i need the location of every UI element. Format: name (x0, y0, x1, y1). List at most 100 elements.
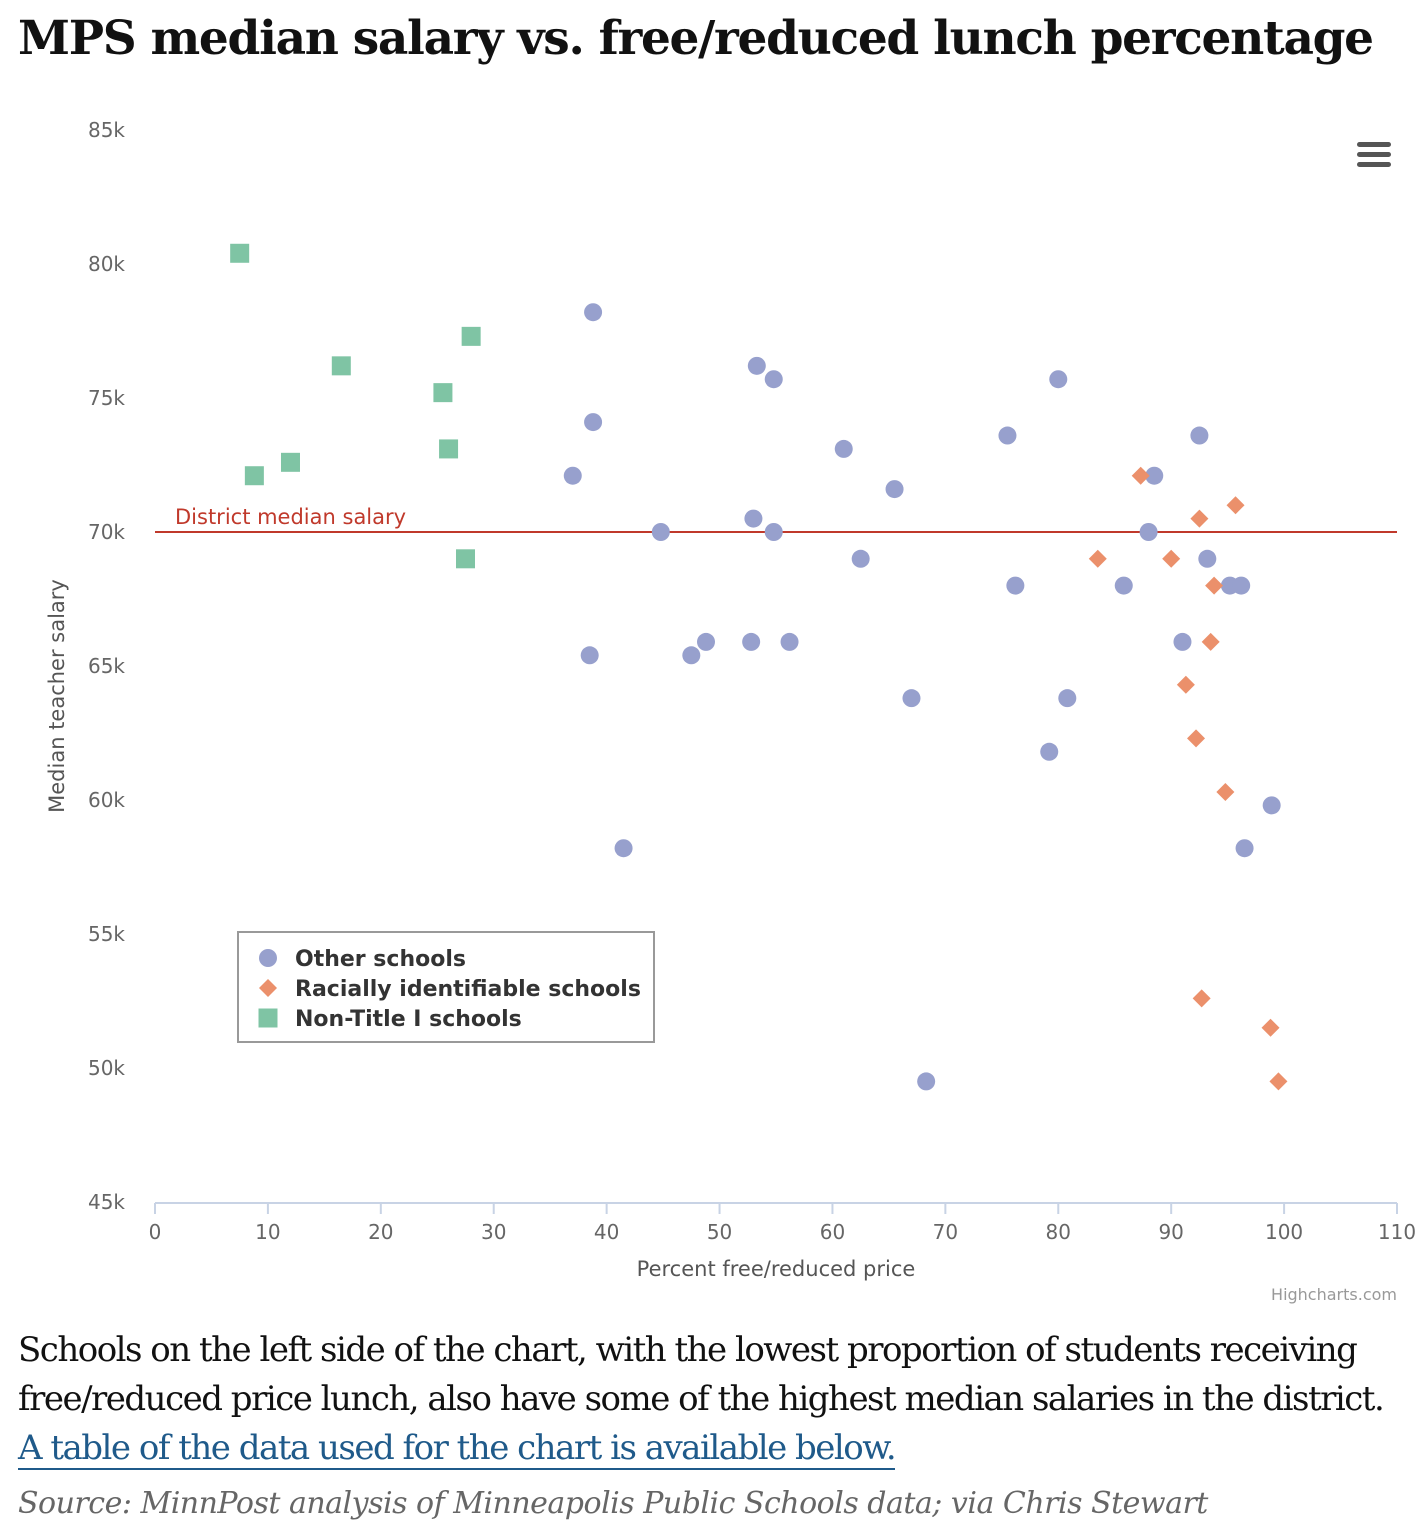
racially-identifiable-school-point (1261, 1018, 1280, 1037)
other-school-point (885, 480, 904, 499)
non-title-i-school-point (280, 452, 300, 472)
other-school-point (1190, 426, 1209, 445)
other-school-point (902, 689, 921, 708)
y-tick-label: 45k (88, 1190, 125, 1214)
racially-identifiable-school-point (1201, 632, 1220, 651)
other-school-point (764, 523, 783, 541)
racially-identifiable-school-point (1226, 496, 1245, 515)
legend-label: Other schools (295, 947, 466, 972)
racially-identifiable-school-point (1269, 1072, 1288, 1091)
racially-identifiable-school-point (1131, 466, 1150, 485)
legend-diamond-icon (259, 979, 277, 997)
x-tick-label: 60 (820, 1220, 845, 1244)
source-note: Source: MinnPost analysis of Minneapolis… (18, 1486, 1208, 1521)
other-school-point (651, 523, 670, 541)
racially-identifiable-school-point (1162, 549, 1181, 568)
racially-identifiable-school-point (1088, 549, 1107, 568)
legend-item[interactable]: Non-Title I schools (258, 1007, 522, 1032)
x-tick-label: 70 (933, 1220, 958, 1244)
district-median-label: District median salary (175, 505, 406, 529)
non-title-i-school-point (244, 466, 264, 486)
racially-identifiable-school-point (1205, 576, 1224, 595)
non-title-i-school-point (456, 549, 475, 569)
legend-item[interactable]: Racially identifiable schools (259, 977, 641, 1002)
menu-bar-icon (1357, 142, 1391, 147)
x-tick-label: 40 (594, 1220, 619, 1244)
other-school-point (744, 509, 763, 528)
series-square (230, 243, 481, 569)
racially-identifiable-school-point (1190, 509, 1209, 528)
other-school-point (682, 646, 701, 665)
chart-menu-button[interactable] (1352, 136, 1398, 174)
legend-label: Non-Title I schools (295, 1007, 522, 1032)
y-tick-label: 50k (88, 1056, 125, 1080)
y-tick-label: 75k (88, 386, 125, 410)
x-tick-label: 90 (1158, 1220, 1183, 1244)
other-school-point (584, 303, 603, 322)
other-school-point (1145, 466, 1164, 485)
other-school-point (834, 439, 853, 458)
legend-item[interactable]: Other schools (259, 947, 466, 972)
other-school-point (614, 839, 633, 858)
x-tick-label: 10 (255, 1220, 280, 1244)
other-school-point (1058, 689, 1077, 708)
y-axis-tick-labels: 45k 50k 55k 60k 65k 70k 75k 80k 85k (88, 118, 125, 1214)
legend-box (237, 931, 655, 1043)
chart-caption: Schools on the left side of the chart, w… (18, 1326, 1413, 1473)
y-tick-label: 55k (88, 922, 125, 946)
menu-bar-icon (1357, 152, 1391, 157)
other-school-point (1235, 839, 1254, 858)
y-tick-label: 60k (88, 788, 125, 812)
y-tick-label: 80k (88, 252, 125, 276)
non-title-i-school-point (331, 356, 351, 376)
x-tick-label: 110 (1378, 1220, 1416, 1244)
other-school-point (584, 413, 603, 432)
non-title-i-school-point (433, 383, 453, 403)
other-school-point (998, 426, 1017, 445)
other-school-point (742, 632, 761, 651)
racially-identifiable-school-point (1187, 729, 1206, 748)
legend-circle-icon (259, 949, 277, 967)
x-axis-title: Percent free/reduced price (637, 1257, 916, 1281)
other-school-point (1114, 576, 1133, 595)
x-tick-label: 20 (368, 1220, 393, 1244)
other-school-point (1006, 576, 1025, 595)
y-axis-title: Median teacher salary (45, 579, 69, 813)
highcharts-credits[interactable]: Highcharts.com (1271, 1285, 1397, 1304)
menu-bar-icon (1357, 162, 1391, 167)
other-school-point (1232, 576, 1251, 595)
other-school-point (1139, 523, 1158, 541)
x-tick-label: 50 (707, 1220, 732, 1244)
other-school-point (747, 356, 766, 375)
y-tick-label: 65k (88, 654, 125, 678)
non-title-i-school-point (230, 243, 250, 263)
other-school-point (1173, 632, 1192, 651)
non-title-i-school-point (461, 326, 481, 346)
other-school-point (1049, 370, 1068, 389)
y-tick-label: 70k (88, 520, 125, 544)
x-tick-label: 0 (149, 1220, 162, 1244)
other-school-point (580, 646, 599, 665)
data-table-link[interactable]: A table of the data used for the chart i… (18, 1428, 897, 1470)
series-diamond (1088, 466, 1288, 1091)
racially-identifiable-school-point (1216, 782, 1235, 801)
caption-text: Schools on the left side of the chart, w… (18, 1330, 1385, 1419)
other-school-point (1040, 742, 1059, 761)
chart-title: MPS median salary vs. free/reduced lunch… (18, 11, 1374, 66)
x-tick-label: 30 (481, 1220, 506, 1244)
scatter-chart: 45k 50k 55k 60k 65k 70k 75k 80k 85k 0 10 20 30 40 50 6… (45, 118, 1416, 1304)
non-title-i-school-point (439, 439, 459, 459)
x-tick-label: 100 (1265, 1220, 1303, 1244)
x-tick-label: 80 (1046, 1220, 1071, 1244)
other-school-point (851, 549, 870, 568)
other-school-point (1262, 796, 1281, 815)
series-circle (563, 303, 1281, 1091)
other-school-point (780, 632, 799, 651)
legend-square-icon (258, 1008, 278, 1028)
racially-identifiable-school-point (1176, 675, 1195, 694)
other-school-point (1198, 549, 1217, 568)
other-school-point (764, 370, 783, 389)
legend-label: Racially identifiable schools (295, 977, 641, 1002)
y-tick-label: 85k (88, 118, 125, 142)
series-markers (230, 243, 1288, 1091)
